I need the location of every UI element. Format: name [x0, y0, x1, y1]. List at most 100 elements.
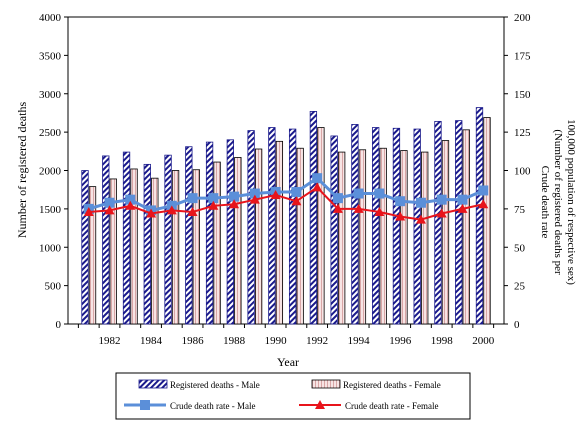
marker-male-death-rate [312, 173, 323, 184]
legend-box [115, 372, 471, 420]
y-right-tick-label: 100 [514, 166, 531, 178]
bar-female [254, 148, 263, 325]
marker-female-death-rate [270, 190, 281, 200]
bar-male [102, 155, 110, 325]
y-axis-right-label-line1: Crude death rate [539, 166, 551, 239]
marker-female-death-rate [478, 199, 489, 209]
bar-male [455, 120, 463, 325]
bar-female [151, 177, 159, 325]
bar-male [185, 146, 193, 325]
marker-male-death-rate [374, 188, 385, 199]
marker-female-death-rate [208, 200, 219, 210]
bar-male [247, 130, 255, 325]
y-right-tick-label: 0 [514, 319, 520, 331]
legend-marker-female-line [315, 400, 325, 409]
y-right-tick-label: 125 [514, 127, 531, 139]
marker-male-death-rate [457, 194, 468, 205]
marker-female-death-rate [291, 196, 302, 206]
marker-male-death-rate [291, 186, 302, 197]
marker-male-death-rate [125, 194, 136, 205]
bar-female [400, 150, 408, 325]
y-left-tick-label: 500 [45, 281, 62, 293]
marker-female-death-rate [436, 208, 447, 218]
bar-female [130, 168, 138, 325]
marker-female-death-rate [166, 205, 177, 215]
legend-label-female-line: Crude death rate - Female [345, 401, 438, 411]
y-right-tick-label: 200 [514, 12, 531, 24]
marker-female-death-rate [146, 208, 157, 218]
bar-female [192, 169, 200, 325]
y-axis-right-label-line3: 100,000 population of respective sex) [565, 119, 577, 285]
bar-male [288, 128, 297, 325]
y-right-tick-label: 50 [514, 242, 526, 254]
bar-male [226, 139, 234, 325]
bar-male [372, 127, 380, 325]
marker-female-death-rate [104, 205, 115, 215]
y-axis-right-label-line2: (Number of registered deaths per [552, 129, 564, 275]
x-tick-label: 1996 [389, 335, 412, 347]
bar-female [358, 149, 367, 325]
bar-female [421, 151, 429, 325]
legend-label-male-bar: Registered deaths - Male [170, 380, 260, 390]
legend-marker-male-line [140, 400, 150, 410]
y-left-tick-label: 3000 [39, 89, 62, 101]
marker-female-death-rate [229, 199, 240, 209]
marker-female-death-rate [353, 203, 364, 213]
bar-male [413, 128, 421, 325]
bar-male [205, 141, 214, 325]
bar-female [338, 151, 346, 325]
bar-female [379, 147, 387, 325]
bar-male [351, 124, 359, 325]
marker-male-death-rate [332, 193, 343, 204]
bar-male [330, 135, 338, 325]
lines-layer [83, 173, 489, 224]
bar-female [109, 178, 117, 325]
x-tick-label: 1988 [223, 335, 246, 347]
marker-female-death-rate [374, 206, 385, 216]
bar-female [317, 127, 325, 325]
x-tick-label: 1982 [99, 335, 121, 347]
y-axis-left-label: Number of registered deaths [15, 102, 29, 239]
marker-male-death-rate [395, 196, 406, 207]
y-left-tick-label: 0 [56, 319, 62, 331]
marker-male-death-rate [353, 188, 364, 199]
bar-male [434, 120, 442, 325]
y-left-tick-label: 1500 [39, 204, 62, 216]
bar-female [275, 140, 284, 325]
marker-male-death-rate [229, 191, 240, 202]
bar-female [441, 140, 450, 325]
x-tick-label: 2000 [472, 335, 495, 347]
x-tick-label: 1998 [431, 335, 454, 347]
marker-male-death-rate [415, 197, 426, 208]
marker-male-death-rate [187, 193, 198, 204]
y-left-tick-label: 2000 [39, 166, 62, 178]
marker-female-death-rate [415, 214, 426, 224]
bar-female [88, 186, 97, 325]
bar-male [309, 111, 318, 325]
marker-male-death-rate [436, 194, 447, 205]
axes-layer: 0 500 1000 1500 2000 2500 3000 3500 4000 0 25 50 75 1… [39, 12, 531, 347]
bar-male [81, 170, 89, 325]
marker-female-death-rate [125, 200, 136, 210]
bar-male [268, 127, 276, 325]
y-right-tick-label: 75 [514, 204, 526, 216]
bar-male [392, 127, 401, 325]
line-female-death-rate [88, 186, 484, 221]
legend-swatch-male-bar [138, 379, 168, 389]
y-right-tick-label: 150 [514, 89, 531, 101]
bar-male [143, 163, 151, 325]
marker-male-death-rate [249, 188, 260, 199]
bar-male [164, 154, 172, 325]
x-tick-label: 1990 [265, 335, 288, 347]
bar-male [122, 151, 131, 325]
y-left-tick-label: 2500 [39, 127, 62, 139]
marker-female-death-rate [312, 182, 323, 192]
plot-area [67, 16, 505, 325]
legend-label-female-bar: Registered deaths - Female [343, 380, 441, 390]
legend-label-male-line: Crude death rate - Male [170, 401, 255, 411]
marker-female-death-rate [457, 203, 468, 213]
y-left-tick-label: 1000 [39, 242, 62, 254]
y-right-tick-label: 25 [514, 281, 526, 293]
y-left-tick-label: 4000 [39, 12, 62, 24]
